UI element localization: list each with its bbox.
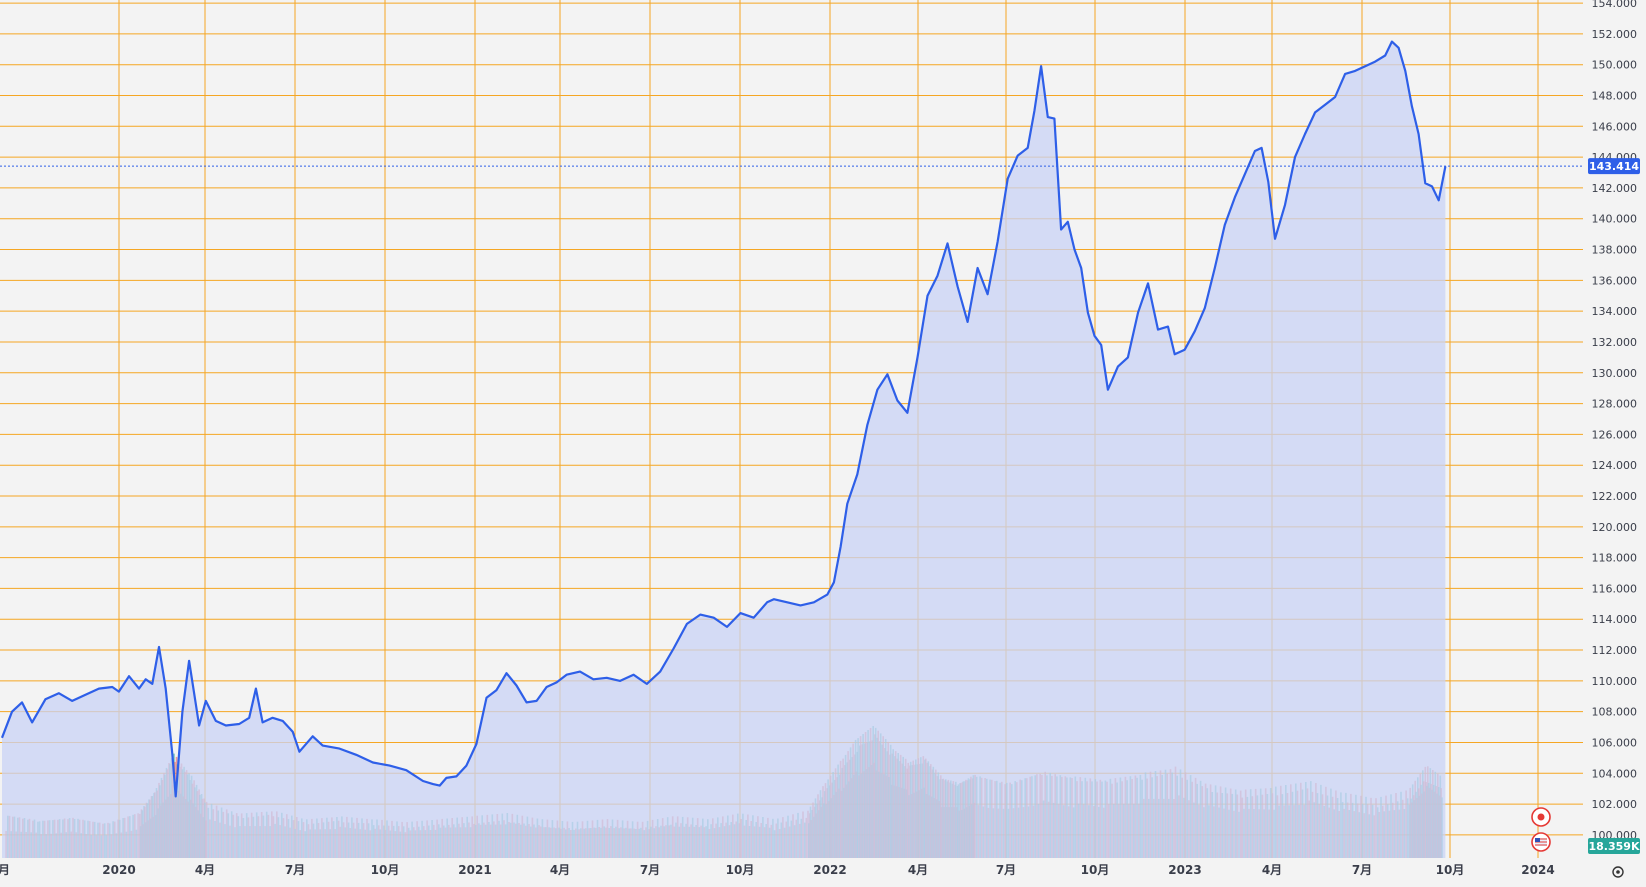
y-tick-label: 138.000 bbox=[1592, 244, 1638, 257]
price-area-fill bbox=[2, 41, 1446, 859]
y-tick-label: 114.000 bbox=[1592, 613, 1638, 626]
price-line bbox=[0, 40, 1447, 798]
time-axis: 月 2020 4月 7月 10月 2021 4月 7月 10月 2022 4月 7月 10月 2023 4月… bbox=[0, 863, 1555, 877]
x-tick-label: 4月 bbox=[908, 863, 928, 877]
x-tick-label: 10月 bbox=[1436, 863, 1465, 877]
y-tick-label: 122.000 bbox=[1592, 490, 1638, 503]
volume-tag: 18.359K bbox=[1588, 838, 1640, 854]
x-tick-label: 7月 bbox=[285, 863, 305, 877]
y-tick-label: 132.000 bbox=[1592, 336, 1638, 349]
x-tick-label: 4月 bbox=[195, 863, 215, 877]
price-axis: 154.000152.000150.000148.000146.000144.0… bbox=[1592, 0, 1638, 842]
y-tick-label: 130.000 bbox=[1592, 367, 1638, 380]
last-price-tag: 143.414 bbox=[1588, 158, 1640, 175]
x-tick-label: 2022 bbox=[813, 863, 846, 877]
y-tick-label: 148.000 bbox=[1592, 90, 1638, 103]
x-tick-label: 2020 bbox=[102, 863, 135, 877]
y-tick-label: 134.000 bbox=[1592, 305, 1638, 318]
x-tick-label: 2024 bbox=[1521, 863, 1554, 877]
y-tick-label: 140.000 bbox=[1592, 213, 1638, 226]
x-tick-label: 4月 bbox=[550, 863, 570, 877]
record-icon[interactable] bbox=[1531, 807, 1551, 827]
x-tick-label: 7月 bbox=[640, 863, 660, 877]
volume-value: 18.359K bbox=[1589, 840, 1640, 853]
x-tick-label: 10月 bbox=[371, 863, 400, 877]
y-tick-label: 106.000 bbox=[1592, 736, 1638, 749]
settings-gear-icon[interactable] bbox=[1612, 866, 1624, 878]
x-tick-label: 4月 bbox=[1262, 863, 1282, 877]
y-tick-label: 112.000 bbox=[1592, 644, 1638, 657]
y-tick-label: 128.000 bbox=[1592, 398, 1638, 411]
y-tick-label: 110.000 bbox=[1592, 675, 1638, 688]
y-tick-label: 150.000 bbox=[1592, 59, 1638, 72]
last-price-value: 143.414 bbox=[1589, 160, 1639, 173]
y-tick-label: 124.000 bbox=[1592, 459, 1638, 472]
y-tick-label: 120.000 bbox=[1592, 521, 1638, 534]
y-tick-label: 146.000 bbox=[1592, 120, 1638, 133]
y-tick-label: 102.000 bbox=[1592, 798, 1638, 811]
x-tick-label: 2021 bbox=[458, 863, 491, 877]
y-tick-label: 126.000 bbox=[1592, 428, 1638, 441]
x-tick-label: 10月 bbox=[1081, 863, 1110, 877]
x-tick-label: 7月 bbox=[1352, 863, 1372, 877]
y-tick-label: 104.000 bbox=[1592, 767, 1638, 780]
y-tick-label: 118.000 bbox=[1592, 552, 1638, 565]
y-tick-label: 116.000 bbox=[1592, 582, 1638, 595]
x-tick-label: 2023 bbox=[1168, 863, 1201, 877]
y-tick-label: 154.000 bbox=[1592, 0, 1638, 10]
x-tick-label: 10月 bbox=[726, 863, 755, 877]
y-tick-label: 136.000 bbox=[1592, 274, 1638, 287]
x-tick-label: 7月 bbox=[996, 863, 1016, 877]
us-flag-icon[interactable] bbox=[1531, 832, 1551, 852]
y-tick-label: 108.000 bbox=[1592, 706, 1638, 719]
y-tick-label: 142.000 bbox=[1592, 182, 1638, 195]
y-tick-label: 152.000 bbox=[1592, 28, 1638, 41]
x-tick-label: 月 bbox=[0, 863, 10, 877]
